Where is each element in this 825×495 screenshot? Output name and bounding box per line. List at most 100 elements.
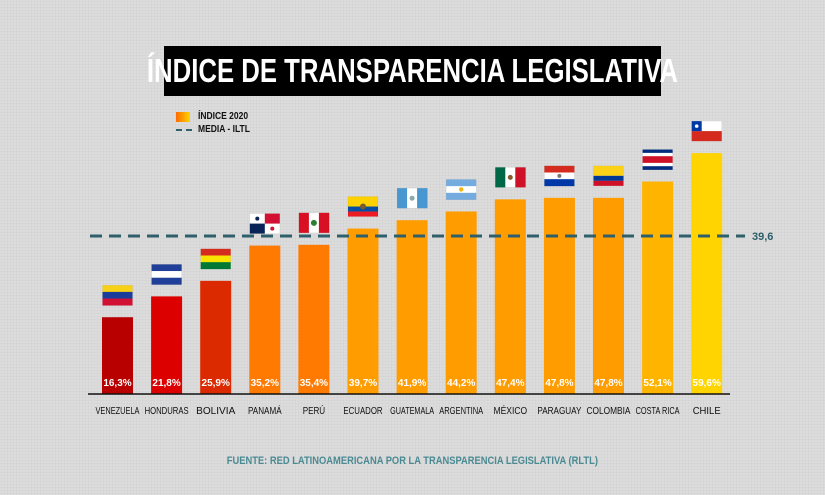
flag-stripe [691,131,722,142]
bar-value-label: 44,2% [447,378,475,389]
flag-border [544,165,575,187]
x-tick-label: ECUADOR [343,406,382,417]
bar-value-label: 47,8% [545,378,573,389]
x-tick-label: PARAGUAY [537,406,581,417]
flag-border [495,167,526,188]
bolivia-flag [200,248,231,270]
source-note: FUENTE: RED LATINOAMERICANA POR LA TRANS… [0,455,825,467]
colombia-flag [593,165,624,187]
bar-honduras [151,296,183,394]
x-tick-label: ARGENTINA [439,406,483,417]
mean-reference-label: 39,6 [752,231,773,243]
flag-stripe [151,271,182,279]
flag-border [200,248,231,270]
x-tick-label: PERÚ [303,404,325,417]
flag-stripe [151,277,182,285]
flag-stripe [397,188,408,209]
mexico-flag [495,167,526,188]
flag-sun [459,187,464,192]
x-tick-label: PANAMÁ [248,404,282,417]
x-tick-label: HONDURAS [145,406,189,417]
bar-value-label: 47,8% [594,378,622,389]
bar-value-label: 59,6% [693,378,721,389]
bar-guatemala [396,220,428,394]
legend-label-mean: MEDIA - ILTL [198,124,250,135]
legend: ÍNDICE 2020 MEDIA - ILTL [176,110,259,136]
x-tick-label: CHILE [693,406,721,417]
x-tick-label: MÉXICO [494,404,528,417]
flag-border [396,187,428,209]
flag-stripe [642,166,673,170]
flag-stripe [544,179,575,187]
flag-border [691,120,722,142]
flag-stripe [593,180,624,186]
paraguay-flag [544,165,575,187]
x-tick-label: COLOMBIA [587,406,631,417]
flag-emblem [360,203,366,210]
bar-value-label: 21,8% [152,378,180,389]
flag-border [102,284,133,306]
peru-flag [298,212,330,234]
flag-stripe [593,175,624,181]
flag-quarter [249,223,265,234]
bar-colombia [593,197,624,394]
flag-stripe [151,264,182,272]
flag-border [593,165,624,187]
flag-emblem [557,173,562,178]
bar-paraguay [543,197,575,394]
flag-emblem [507,174,513,180]
flag-stripe [318,212,330,233]
flag-border [347,196,379,217]
legend-swatch-gradient [176,111,190,122]
flag-star [694,124,699,128]
flag-emblem [310,219,317,226]
flag-stripe [642,152,673,157]
flag-border [445,179,477,200]
chile-flag [691,120,722,142]
flag-stripe [102,285,133,293]
bar-value-label: 16,3% [103,378,131,389]
bar-bolivia [200,280,232,394]
x-tick-label: COSTA RICA [636,406,680,417]
argentina-flag [445,179,477,200]
flag-border [249,213,281,234]
bar-value-label: 52,1% [643,378,671,389]
guatemala-flag [396,187,428,209]
bar-value-label: 35,4% [300,378,328,389]
honduras-flag [151,264,182,285]
flag-stripe [102,298,133,306]
flag-stripe [642,159,673,164]
flag-stripe [348,211,378,217]
flag-border [298,212,330,234]
flag-stripe [200,255,231,263]
bar-ecuador [347,228,379,394]
flag-emblem [409,195,415,201]
flag-star [270,226,275,231]
flag-stripe [417,188,428,209]
legend-item-mean: MEDIA - ILTL [176,123,259,136]
flag-stripe [200,262,231,270]
flag-quarter [264,213,280,224]
flag-stripe [200,248,231,256]
ecuador-flag [347,196,379,217]
x-tick-label: VENEZUELA [96,406,140,417]
chart-title-box: ÍNDICE DE TRANSPARENCIA LEGISLATIVA [147,46,678,96]
flag-stripe [298,212,310,233]
bar-value-label: 25,9% [202,378,230,389]
venezuela-flag [102,284,133,306]
flag-stripe [515,167,526,188]
bar-value-label: 47,4% [496,378,524,389]
flag-border [642,149,673,170]
chart-title: ÍNDICE DE TRANSPARENCIA LEGISLATIVA [146,52,679,89]
flag-stripe [642,156,673,160]
x-tick-label: BOLIVIA [196,406,236,417]
costa-rica-flag [642,149,673,170]
bar-venezuela [102,317,133,394]
flag-stripe [446,192,477,200]
legend-label-index: ÍNDICE 2020 [198,111,249,122]
bar-chile [691,153,723,394]
flag-stripe [102,291,133,299]
flag-stripe [544,165,575,173]
x-tick-label: GUATEMALA [390,406,434,417]
